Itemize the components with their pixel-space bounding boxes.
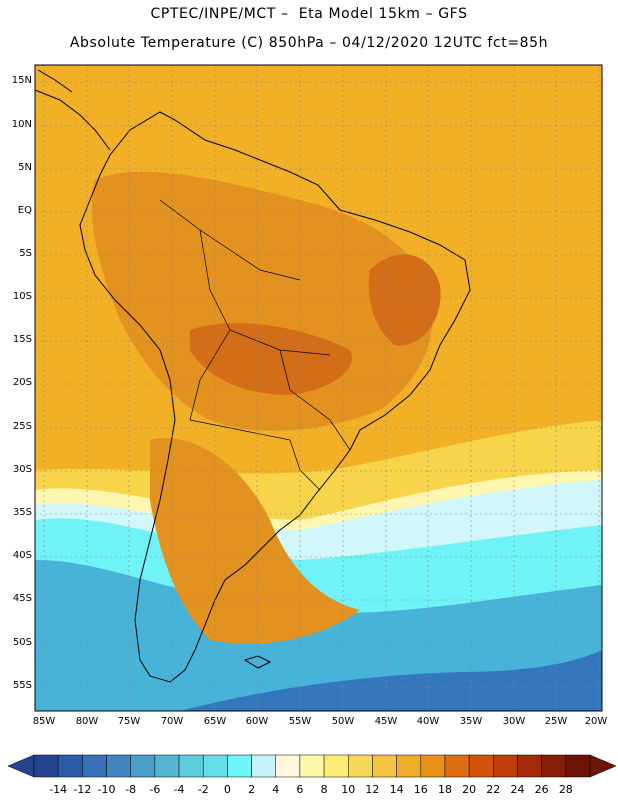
longitude-label: 30W [502, 716, 526, 727]
longitude-label: 85W [32, 716, 56, 727]
colorbar-arrow-right [589, 754, 617, 778]
colorbar-segment [565, 754, 591, 778]
longitude-label: 50W [331, 716, 355, 727]
colorbar-label: 18 [437, 783, 452, 796]
longitude-label: 65W [203, 716, 227, 727]
latitude-label: 45S [12, 593, 32, 604]
colorbar-segment [154, 754, 180, 778]
colorbar-segment [275, 754, 301, 778]
colorbar-segment [348, 754, 373, 778]
colorbar-label: -8 [125, 783, 137, 796]
longitude-label: 70W [160, 716, 184, 727]
map-panel [35, 65, 602, 711]
latitude-label: 5N [18, 162, 32, 173]
latitude-label: 10S [12, 291, 32, 302]
colorbar-label: -10 [97, 783, 116, 796]
hot-region-patagonia [150, 438, 360, 644]
colorbar-segment [299, 754, 325, 778]
map-frame [34, 64, 603, 712]
central-america-coastline [34, 69, 111, 151]
colorbar-label: 16 [413, 783, 428, 796]
colorbar-segment [178, 754, 204, 778]
latitude-label: 30S [12, 464, 32, 475]
cold-region-deep [180, 650, 602, 711]
colorbar-segment [493, 754, 518, 778]
latitude-label: EQ [17, 205, 32, 216]
colorbar-label: 24 [510, 783, 525, 796]
colorbar-label: 20 [462, 783, 477, 796]
longitude-label: 55W [288, 716, 312, 727]
longitude-label: 80W [75, 716, 99, 727]
colorbar-label: -2 [197, 783, 209, 796]
longitude-label: 40W [416, 716, 440, 727]
longitude-label: 45W [374, 716, 398, 727]
colorbar-label: 26 [534, 783, 549, 796]
colorbar-label: 28 [558, 783, 573, 796]
colorbar-label: 12 [365, 783, 380, 796]
latitude-label: 5S [19, 248, 32, 259]
colorbar-segment [130, 754, 156, 778]
colorbar-segment [33, 754, 59, 778]
latitude-label: 15N [11, 75, 32, 86]
colorbar-segment [251, 754, 276, 778]
latitude-label: 35S [12, 507, 32, 518]
colorbar-segment [372, 754, 397, 778]
colorbar-segment [420, 754, 446, 778]
colorbar-label: 10 [341, 783, 356, 796]
hotter-region-northeast [368, 254, 441, 346]
falkland-islands [243, 655, 272, 669]
colorbar-segment [468, 754, 494, 778]
colorbar-label: 8 [320, 783, 328, 796]
colorbar-segment [396, 754, 422, 778]
south-america-coastline [79, 111, 471, 683]
colorbar-segment [444, 754, 470, 778]
colorbar-segment [227, 754, 252, 778]
colorbar-segment [541, 754, 567, 778]
latitude-label: 50S [12, 637, 32, 648]
colorbar-label: 22 [486, 783, 501, 796]
colorbar [7, 754, 617, 778]
latitude-label: 40S [12, 550, 32, 561]
colorbar-segment [57, 754, 83, 778]
colorbar-segment [517, 754, 542, 778]
longitude-label: 35W [459, 716, 483, 727]
latitude-label: 15S [12, 334, 32, 345]
colorbar-label: -14 [49, 783, 68, 796]
colorbar-label: 4 [272, 783, 280, 796]
longitude-label: 60W [245, 716, 269, 727]
colorbar-segment [202, 754, 228, 778]
latitude-label: 25S [12, 421, 32, 432]
colorbar-segment [323, 754, 349, 778]
colorbar-segment [82, 754, 107, 778]
colorbar-label: 6 [296, 783, 304, 796]
colorbar-label: 14 [389, 783, 404, 796]
title-line-1: CPTEC/INPE/MCT – Eta Model 15km – GFS [150, 6, 468, 22]
longitude-label: 25W [544, 716, 568, 727]
latitude-label: 20S [12, 377, 32, 388]
colorbar-arrow-left [7, 754, 35, 778]
latitude-label: 55S [12, 680, 32, 691]
longitude-label: 20W [584, 716, 608, 727]
colorbar-label: 0 [223, 783, 231, 796]
country-borders [159, 199, 351, 491]
colorbar-label: 2 [248, 783, 256, 796]
colorbar-label: -12 [73, 783, 92, 796]
colorbar-segment [106, 754, 131, 778]
title-line-2: Absolute Temperature (C) 850hPa – 04/12/… [69, 35, 549, 51]
colorbar-label: -6 [149, 783, 161, 796]
latitude-label: 10N [11, 119, 32, 130]
colorbar-label: -4 [173, 783, 185, 796]
longitude-label: 75W [117, 716, 141, 727]
